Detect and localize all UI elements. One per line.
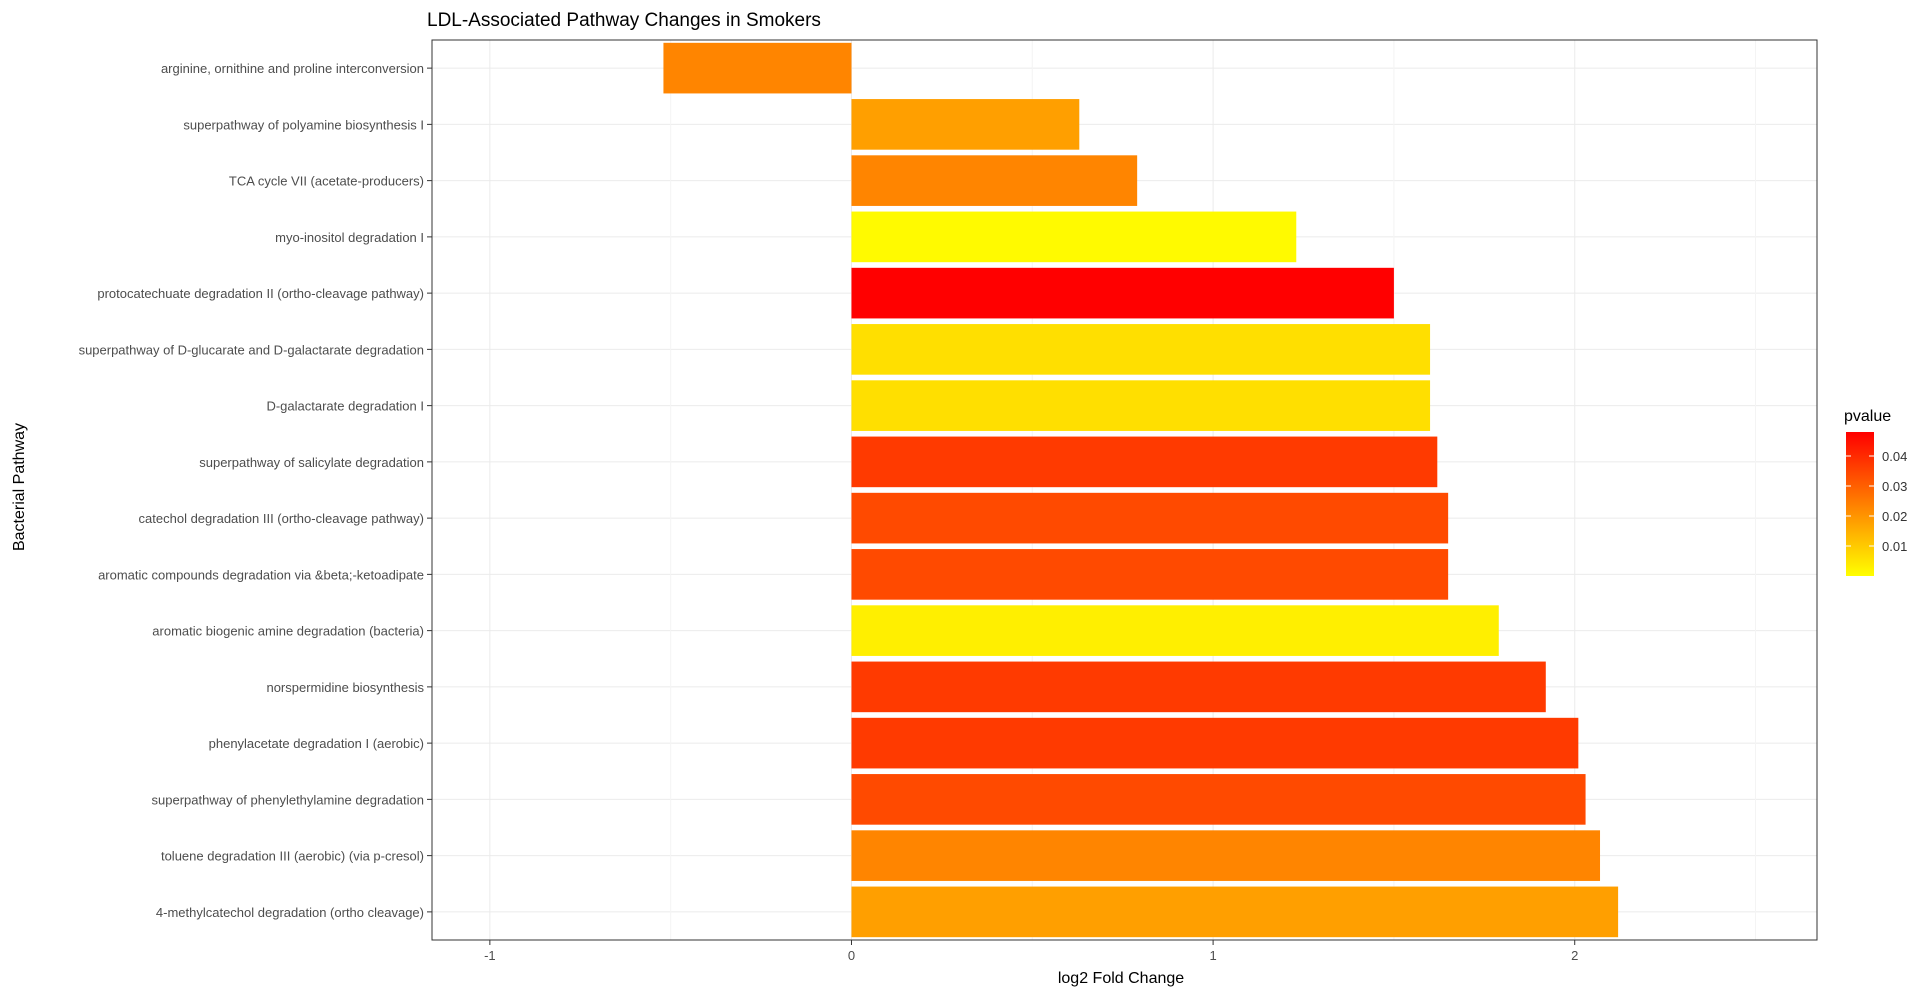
y-tick-label: myo-inositol degradation I — [275, 230, 424, 245]
y-tick-label: superpathway of salicylate degradation — [199, 455, 424, 470]
plot-panel-border — [431, 39, 1818, 941]
chart-title: LDL-Associated Pathway Changes in Smoker… — [427, 10, 821, 31]
bar — [851, 886, 1619, 938]
y-tick-label: catechol degradation III (ortho-cleavage… — [139, 511, 424, 526]
bars — [663, 42, 1619, 938]
y-tick-label: D-galactarate degradation I — [266, 399, 424, 414]
bar — [851, 324, 1431, 375]
x-axis-label: log2 Fold Change — [1058, 970, 1184, 987]
legend-tick-label: 0.04 — [1882, 449, 1907, 464]
legend-tick-label: 0.02 — [1882, 509, 1907, 524]
bar — [663, 42, 852, 94]
legend: pvalue 0.01 0.02 0.03 0.04 — [1844, 408, 1907, 576]
x-tick-label: 1 — [1209, 948, 1216, 963]
y-tick-label: aromatic compounds degradation via &beta… — [98, 567, 424, 582]
x-tick-label: -1 — [484, 948, 496, 963]
bar — [851, 774, 1586, 825]
bar — [851, 549, 1449, 600]
bar — [851, 211, 1297, 263]
y-tick-label: 4-methylcatechol degradation (ortho clea… — [156, 905, 424, 920]
bar — [851, 830, 1601, 881]
x-axis: -1 0 1 2 — [484, 940, 1578, 963]
bar — [851, 267, 1394, 319]
bar — [851, 380, 1431, 431]
y-tick-label: superpathway of phenylethylamine degrada… — [152, 792, 424, 807]
y-tick-label: phenylacetate degradation I (aerobic) — [209, 736, 424, 751]
bar — [851, 661, 1546, 713]
y-axis-label: Bacterial Pathway — [11, 423, 28, 551]
legend-colorbar — [1846, 432, 1874, 576]
bar — [851, 155, 1138, 206]
bar — [851, 492, 1449, 544]
legend-tick-label: 0.01 — [1882, 539, 1907, 554]
bar — [851, 717, 1579, 769]
y-tick-label: norspermidine biosynthesis — [266, 680, 424, 695]
y-tick-label: arginine, ornithine and proline intercon… — [161, 61, 424, 76]
legend-tick-label: 0.03 — [1882, 479, 1907, 494]
bar — [851, 436, 1438, 488]
y-tick-label: superpathway of polyamine biosynthesis I — [183, 117, 424, 132]
y-tick-label: TCA cycle VII (acetate-producers) — [229, 174, 424, 189]
x-tick-label: 0 — [848, 948, 855, 963]
y-axis: arginine, ornithine and proline intercon… — [79, 61, 432, 920]
legend-title: pvalue — [1844, 408, 1891, 425]
y-tick-label: protocatechuate degradation II (ortho-cl… — [97, 286, 424, 301]
x-tick-label: 2 — [1571, 948, 1578, 963]
bar — [851, 99, 1080, 150]
y-tick-label: superpathway of D-glucarate and D-galact… — [79, 342, 424, 357]
y-tick-label: toluene degradation III (aerobic) (via p… — [161, 849, 424, 864]
y-tick-label: aromatic biogenic amine degradation (bac… — [152, 624, 424, 639]
bar — [851, 605, 1499, 656]
